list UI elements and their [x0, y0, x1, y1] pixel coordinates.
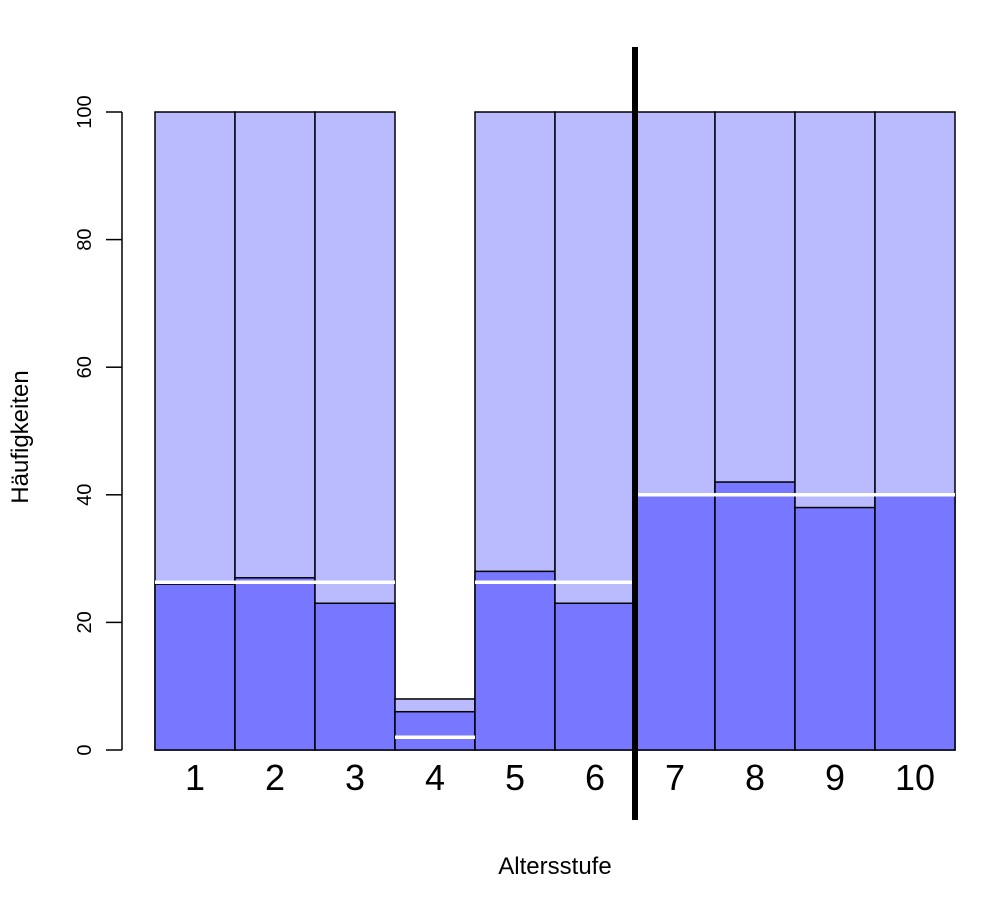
y-tick-label: 20 — [74, 611, 96, 633]
y-tick-label: 40 — [74, 484, 96, 506]
bar-lower-1 — [154, 583, 236, 751]
reference-lines — [155, 493, 955, 739]
y-tick-label: 80 — [74, 228, 96, 250]
bar-lower-10 — [874, 494, 956, 751]
bars — [154, 111, 956, 751]
x-tick-label: 10 — [895, 757, 935, 798]
bar-lower-7 — [634, 494, 716, 751]
x-tick-label: 4 — [425, 757, 445, 798]
bar-lower-5 — [474, 570, 556, 751]
x-tick-label: 5 — [505, 757, 525, 798]
bar-lower-2 — [234, 576, 316, 751]
bar-lower-3 — [314, 602, 396, 751]
y-axis-title: Häufigkeiten — [7, 370, 34, 503]
bar-lower-8 — [714, 481, 796, 751]
x-tick-label: 9 — [825, 757, 845, 798]
bar-lower-9 — [794, 506, 876, 751]
x-axis-title: Altersstufe — [498, 853, 611, 880]
y-tick-label: 100 — [74, 95, 96, 128]
bar-lower-6 — [554, 602, 636, 751]
bar-lower-4 — [394, 710, 476, 751]
y-tick-label: 60 — [74, 356, 96, 378]
y-axis: 0 20 40 60 80 100 — [74, 95, 123, 756]
x-tick-labels: 1 2 3 4 5 6 7 8 9 10 — [185, 757, 935, 798]
x-tick-label: 3 — [345, 757, 365, 798]
x-tick-label: 2 — [265, 757, 285, 798]
x-tick-label: 6 — [585, 757, 605, 798]
x-tick-label: 8 — [745, 757, 765, 798]
x-tick-label: 1 — [185, 757, 205, 798]
x-tick-label: 7 — [665, 757, 685, 798]
y-tick-label: 0 — [74, 744, 96, 755]
